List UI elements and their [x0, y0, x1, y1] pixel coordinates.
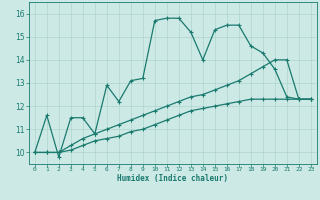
X-axis label: Humidex (Indice chaleur): Humidex (Indice chaleur)	[117, 174, 228, 183]
